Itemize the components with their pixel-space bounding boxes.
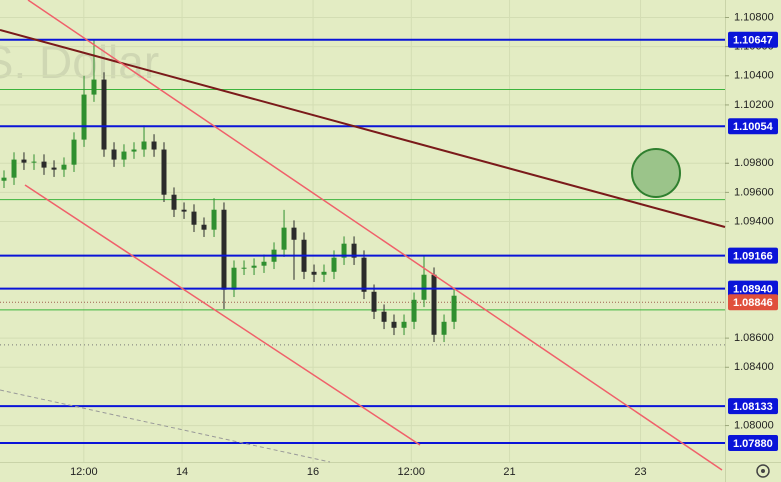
x-tick-label: 23 bbox=[634, 466, 646, 478]
candle-body bbox=[411, 299, 417, 322]
candle-body bbox=[451, 295, 457, 322]
level-label: 1.07880 bbox=[733, 438, 773, 450]
channel-lower bbox=[24, 184, 421, 446]
candle-body bbox=[11, 159, 17, 178]
candle-body bbox=[331, 257, 337, 272]
level-label-box bbox=[728, 280, 778, 297]
candle-body bbox=[71, 139, 77, 165]
x-tick-label: 12:00 bbox=[70, 466, 98, 478]
settings-icon-center bbox=[761, 469, 765, 473]
candle-body bbox=[311, 271, 317, 275]
candle-body bbox=[131, 149, 137, 152]
candle-body bbox=[341, 243, 347, 258]
x-tick-label: 21 bbox=[503, 466, 515, 478]
y-tick-label: 1.08000 bbox=[734, 419, 774, 431]
candle-body bbox=[51, 167, 57, 170]
y-tick-label: 1.09400 bbox=[734, 215, 774, 227]
candle-body bbox=[371, 291, 377, 312]
x-tick-label: 14 bbox=[176, 466, 188, 478]
candle-body bbox=[241, 267, 247, 269]
candle-body bbox=[191, 211, 197, 225]
candle-body bbox=[101, 79, 107, 150]
channel-upper bbox=[27, 0, 723, 471]
candle-body bbox=[161, 149, 167, 195]
candle-body bbox=[441, 321, 447, 335]
candle-body bbox=[31, 161, 37, 163]
candle-body bbox=[171, 194, 177, 210]
y-tick-label: 1.08600 bbox=[734, 332, 774, 344]
candle-body bbox=[91, 79, 97, 95]
level-label: 1.10054 bbox=[733, 121, 774, 133]
candle-body bbox=[381, 311, 387, 322]
last-price-box bbox=[728, 294, 778, 311]
candle-body bbox=[321, 271, 327, 275]
candle-body bbox=[201, 224, 207, 230]
last-price-label: 1.08846 bbox=[733, 297, 773, 309]
x-tick-label: 16 bbox=[307, 466, 319, 478]
candle-body bbox=[111, 149, 117, 160]
y-tick-label: 1.09800 bbox=[734, 157, 774, 169]
y-tick-label: 1.10400 bbox=[734, 70, 774, 82]
level-label-box bbox=[728, 435, 778, 452]
settings-icon[interactable] bbox=[756, 464, 770, 478]
candle-body bbox=[81, 94, 87, 140]
candle-body bbox=[421, 274, 427, 300]
candle-body bbox=[351, 243, 357, 258]
candle-body bbox=[221, 209, 227, 290]
candle-body bbox=[21, 159, 27, 163]
candle-body bbox=[391, 321, 397, 328]
candle-body bbox=[211, 209, 217, 230]
dashed-line bbox=[0, 389, 331, 463]
candle-body bbox=[231, 267, 237, 290]
candle-body bbox=[141, 141, 147, 150]
level-label-box bbox=[728, 118, 778, 135]
candle-body bbox=[281, 227, 287, 250]
level-label-box bbox=[728, 31, 778, 48]
level-label-box bbox=[728, 398, 778, 415]
y-tick-label: 1.08400 bbox=[734, 361, 774, 373]
candle-body bbox=[41, 161, 47, 168]
y-tick-label: 1.10200 bbox=[734, 99, 774, 111]
candle-body bbox=[151, 141, 157, 150]
candle-body bbox=[401, 321, 407, 328]
candle-body bbox=[291, 227, 297, 240]
y-tick-label: 1.10800 bbox=[734, 11, 774, 23]
marker-circle bbox=[631, 148, 681, 198]
level-label: 1.08133 bbox=[733, 401, 773, 413]
candle-body bbox=[181, 209, 187, 212]
x-tick-label: 12:00 bbox=[398, 466, 426, 478]
watermark: .S. Dollar bbox=[0, 36, 159, 88]
candle-body bbox=[121, 151, 127, 160]
candle-body bbox=[431, 274, 437, 335]
candle-body bbox=[61, 164, 67, 170]
candle-body bbox=[1, 177, 7, 181]
level-label: 1.09166 bbox=[733, 251, 773, 263]
candle-body bbox=[361, 257, 367, 292]
candle-body bbox=[261, 261, 267, 266]
level-label-box bbox=[728, 247, 778, 264]
y-tick-label: 1.09600 bbox=[734, 186, 774, 198]
level-label: 1.08940 bbox=[733, 283, 773, 295]
level-label: 1.10647 bbox=[733, 35, 773, 47]
candle-body bbox=[251, 265, 257, 268]
